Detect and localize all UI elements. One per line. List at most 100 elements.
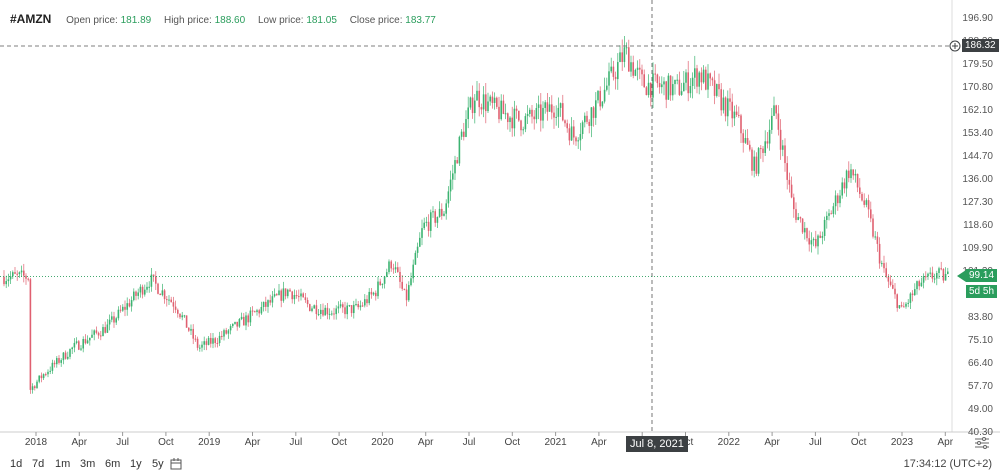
- candle-body: [658, 83, 661, 88]
- candle-body: [487, 101, 489, 112]
- candle-body: [225, 330, 227, 334]
- candle-body: [247, 315, 249, 323]
- candle-body: [53, 362, 56, 365]
- candle-body: [93, 330, 95, 335]
- time-tick-label: 2018: [25, 437, 48, 448]
- time-tick-label: Apr: [418, 437, 434, 448]
- candle-body: [104, 327, 106, 333]
- candle-body: [911, 293, 914, 296]
- candle-body: [181, 315, 183, 318]
- candle-body: [139, 286, 142, 293]
- time-tick-label: Oct: [851, 437, 867, 448]
- candle-body: [881, 263, 883, 265]
- candle-body: [122, 306, 124, 311]
- candle-body: [592, 107, 595, 118]
- timeframe-1m[interactable]: 1m: [55, 458, 71, 470]
- candle-body: [320, 309, 322, 314]
- candle-body: [89, 337, 91, 341]
- candle-body: [586, 115, 588, 122]
- timeframe-1d[interactable]: 1d: [10, 458, 23, 470]
- candle-body: [621, 52, 623, 62]
- time-tick-label: Apr: [938, 437, 954, 448]
- candle-body: [348, 305, 351, 307]
- candle-body: [524, 116, 527, 130]
- candle-body: [155, 276, 157, 284]
- candle-body: [625, 47, 628, 49]
- candle-body: [744, 138, 747, 143]
- candle-body: [944, 273, 947, 281]
- candle-body: [300, 293, 302, 297]
- candle-body: [56, 358, 58, 365]
- candle-body: [430, 212, 432, 231]
- candle-body: [896, 294, 898, 309]
- candle-body: [18, 272, 21, 275]
- candle-body: [194, 338, 197, 340]
- candle-body: [546, 102, 549, 112]
- candle-body: [850, 169, 852, 179]
- candle-body: [78, 341, 80, 350]
- price-tick-label: 179.50: [962, 59, 993, 70]
- timeframe-5y[interactable]: 5y: [152, 458, 164, 470]
- candle-body: [856, 173, 859, 188]
- candle-body: [544, 102, 546, 108]
- candle-body: [128, 303, 131, 307]
- candle-body: [535, 107, 538, 120]
- candle-body: [885, 268, 887, 277]
- candle-body: [557, 107, 560, 117]
- candle-body: [647, 82, 650, 96]
- candle-body: [509, 117, 511, 123]
- candle-body: [344, 307, 346, 315]
- candle-body: [227, 330, 230, 334]
- candle-body: [828, 213, 830, 216]
- timeframe-1y[interactable]: 1y: [130, 458, 142, 470]
- candle-body: [812, 238, 815, 241]
- candle-body: [394, 267, 397, 270]
- candle-body: [113, 316, 115, 323]
- candle-body: [696, 68, 698, 87]
- candle-body: [872, 218, 874, 237]
- candle-body: [238, 319, 241, 327]
- add-alert-icon[interactable]: [949, 40, 961, 52]
- candle-body: [478, 90, 480, 108]
- candle-body: [656, 74, 659, 84]
- candle-body: [146, 286, 148, 290]
- candle-body: [199, 347, 201, 349]
- candle-body: [731, 101, 733, 119]
- candle-body: [221, 335, 223, 337]
- candle-body: [364, 299, 366, 306]
- candle-body: [694, 68, 696, 78]
- price-tick-label: 153.40: [962, 128, 993, 139]
- candle-body: [471, 97, 474, 114]
- candle-body: [29, 279, 32, 390]
- candle-body: [331, 313, 333, 315]
- calendar-icon[interactable]: [170, 458, 182, 470]
- candle-body: [284, 288, 287, 297]
- timeframe-3m[interactable]: 3m: [80, 458, 96, 470]
- candle-body: [874, 236, 876, 238]
- candle-body: [361, 305, 364, 307]
- candle-body: [45, 374, 47, 376]
- candle-body: [920, 282, 923, 287]
- settings-sliders-icon[interactable]: [974, 437, 990, 449]
- candle-body: [223, 330, 225, 337]
- candle-body: [700, 72, 703, 83]
- candle-body: [58, 358, 60, 363]
- time-tick-label: 2019: [198, 437, 221, 448]
- candle-body: [738, 114, 740, 116]
- candle-body: [302, 293, 304, 298]
- candle-body: [493, 97, 496, 103]
- candle-body: [751, 149, 753, 171]
- timeframe-6m[interactable]: 6m: [105, 458, 121, 470]
- candle-body: [295, 295, 298, 297]
- high-value: 188.60: [214, 15, 246, 26]
- timeframe-7d[interactable]: 7d: [32, 458, 45, 470]
- candle-body: [291, 291, 293, 300]
- candle-body: [496, 97, 498, 107]
- candle-body: [773, 105, 775, 116]
- candle-body: [381, 283, 384, 285]
- candle-body: [40, 375, 43, 379]
- candle-body: [445, 203, 447, 214]
- candle-body: [161, 290, 164, 296]
